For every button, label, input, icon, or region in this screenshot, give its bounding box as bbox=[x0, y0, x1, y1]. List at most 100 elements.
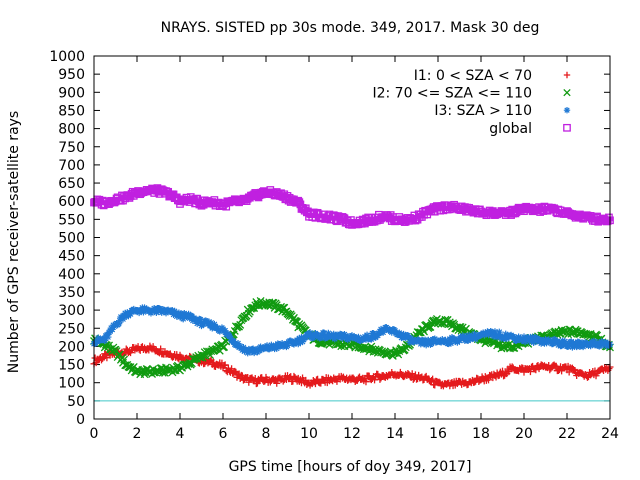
data-point bbox=[119, 315, 127, 323]
legend-label: I1: 0 < SZA < 70 bbox=[414, 68, 532, 84]
data-point bbox=[210, 320, 218, 328]
y-tick-label: 1000 bbox=[49, 49, 85, 65]
data-point bbox=[236, 320, 245, 329]
data-point bbox=[101, 337, 109, 345]
data-point bbox=[244, 349, 252, 357]
data-point bbox=[406, 338, 414, 346]
data-point bbox=[179, 315, 187, 323]
data-point bbox=[447, 339, 455, 347]
data-point bbox=[539, 337, 547, 345]
data-point bbox=[116, 317, 124, 325]
data-point bbox=[568, 343, 576, 351]
data-point bbox=[520, 333, 528, 341]
data-point bbox=[299, 338, 307, 346]
data-point bbox=[442, 336, 450, 344]
data-point bbox=[605, 365, 613, 373]
data-point bbox=[423, 339, 431, 347]
data-point bbox=[200, 320, 208, 328]
data-point bbox=[324, 329, 332, 337]
data-point bbox=[122, 313, 130, 321]
data-point bbox=[391, 327, 399, 335]
data-point bbox=[214, 324, 222, 332]
x-tick-label: 8 bbox=[262, 426, 271, 442]
data-point bbox=[462, 333, 470, 341]
data-point bbox=[245, 378, 253, 386]
x-tick-label: 6 bbox=[219, 426, 228, 442]
data-point bbox=[374, 332, 382, 340]
x-tick-label: 22 bbox=[558, 426, 576, 442]
data-point bbox=[328, 331, 336, 339]
data-point bbox=[428, 339, 436, 347]
data-point bbox=[254, 347, 262, 355]
data-point bbox=[535, 336, 543, 344]
y-tick-label: 600 bbox=[58, 194, 85, 210]
data-point bbox=[279, 377, 287, 385]
data-point bbox=[379, 328, 387, 336]
data-point bbox=[310, 332, 318, 340]
data-point bbox=[140, 370, 149, 379]
data-point bbox=[587, 342, 595, 350]
y-tick-label: 500 bbox=[58, 231, 85, 247]
data-point bbox=[485, 331, 493, 339]
data-point bbox=[471, 330, 479, 338]
y-tick-label: 900 bbox=[58, 85, 85, 101]
data-point bbox=[549, 340, 557, 348]
data-point bbox=[331, 335, 339, 343]
x-tick-label: 20 bbox=[515, 426, 533, 442]
data-point bbox=[292, 339, 300, 347]
data-point bbox=[290, 340, 298, 348]
x-tick-label: 12 bbox=[343, 426, 361, 442]
data-point bbox=[217, 326, 225, 334]
data-point bbox=[187, 359, 196, 368]
data-point bbox=[237, 344, 245, 352]
data-point bbox=[127, 310, 135, 318]
y-tick-label: 700 bbox=[58, 158, 85, 174]
data-point bbox=[275, 340, 283, 348]
data-point bbox=[376, 375, 384, 383]
data-point bbox=[115, 320, 123, 328]
x-tick-label: 4 bbox=[176, 426, 185, 442]
chart-title: NRAYS. SISTED pp 30s mode. 349, 2017. Ma… bbox=[161, 20, 540, 36]
x-tick-label: 18 bbox=[472, 426, 490, 442]
y-tick-label: 0 bbox=[76, 412, 85, 428]
data-point bbox=[317, 333, 325, 341]
y-tick-label: 100 bbox=[58, 376, 85, 392]
legend-item: global bbox=[489, 121, 571, 137]
data-point bbox=[196, 316, 204, 324]
data-point bbox=[561, 338, 569, 346]
data-point bbox=[257, 343, 265, 351]
data-point bbox=[273, 344, 281, 352]
data-point bbox=[491, 328, 499, 336]
data-point bbox=[123, 309, 131, 317]
x-tick-label: 24 bbox=[601, 426, 619, 442]
data-point bbox=[450, 335, 458, 343]
data-point bbox=[231, 367, 239, 375]
data-point bbox=[569, 339, 577, 347]
data-point bbox=[348, 332, 356, 340]
data-point bbox=[173, 312, 181, 320]
data-point bbox=[120, 312, 128, 320]
data-point bbox=[246, 346, 254, 354]
y-tick-label: 400 bbox=[58, 267, 85, 283]
data-point bbox=[459, 332, 467, 340]
x-axis-label: GPS time [hours of doy 349, 2017] bbox=[229, 459, 472, 475]
tick-layer: 0 2 4 6 8 10 12 14 16 18 20 22 240501001502002503003… bbox=[49, 49, 619, 442]
data-point bbox=[592, 341, 600, 349]
x-tick-label: 16 bbox=[429, 426, 447, 442]
data-point bbox=[291, 374, 299, 382]
y-tick-label: 50 bbox=[67, 394, 85, 410]
data-point bbox=[405, 333, 413, 341]
data-point bbox=[525, 337, 533, 345]
y-tick-label: 550 bbox=[58, 212, 85, 228]
data-point bbox=[207, 319, 215, 327]
legend-marker bbox=[563, 71, 571, 79]
data-point bbox=[281, 340, 289, 348]
y-tick-label: 150 bbox=[58, 358, 85, 374]
y-tick-label: 350 bbox=[58, 285, 85, 301]
data-point bbox=[252, 346, 260, 354]
data-point bbox=[99, 354, 107, 362]
legend-item: I1: 0 < SZA < 70 bbox=[414, 68, 571, 84]
x-tick-label: 0 bbox=[90, 426, 99, 442]
data-point bbox=[422, 341, 430, 349]
